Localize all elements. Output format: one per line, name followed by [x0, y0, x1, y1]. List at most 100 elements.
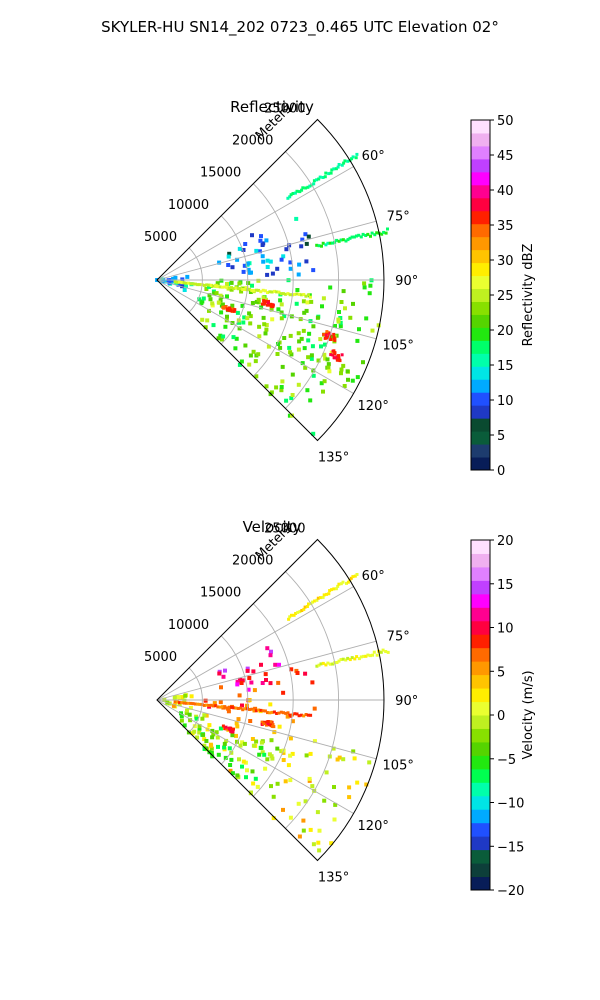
echo-cell — [224, 305, 228, 309]
echo-cell — [265, 646, 270, 651]
echo-cell — [290, 751, 295, 756]
echo-cell — [287, 345, 292, 350]
echo-cell — [266, 344, 271, 349]
radar-echo-field — [155, 152, 389, 436]
azimuth-gridline — [156, 699, 354, 814]
echo-cell — [288, 615, 292, 619]
echo-cell — [266, 711, 269, 715]
echo-cell — [318, 175, 322, 179]
echo-cell — [286, 292, 290, 296]
echo-cell — [288, 713, 292, 717]
echo-cell — [252, 709, 256, 713]
echo-cell — [295, 189, 299, 193]
echo-cell — [204, 739, 209, 743]
echo-cell — [240, 703, 244, 708]
azimuth-tick-label: 90° — [395, 274, 418, 289]
velocity-title: Velocity — [243, 518, 302, 536]
echo-cell — [375, 653, 379, 657]
echo-cell — [333, 356, 337, 360]
echo-cell — [202, 703, 206, 707]
echo-cell — [237, 326, 242, 331]
colorbar-swatch — [471, 540, 490, 554]
azimuth-tick-label: 60° — [362, 149, 385, 164]
echo-cell — [218, 705, 222, 709]
echo-cell — [220, 285, 224, 289]
echo-cell — [331, 746, 336, 751]
echo-cell — [373, 233, 377, 237]
echo-cell — [234, 721, 239, 726]
echo-cell — [355, 573, 359, 576]
echo-cell — [346, 656, 350, 660]
echo-cell — [263, 766, 268, 771]
echo-cell — [288, 266, 293, 271]
echo-cell — [219, 685, 223, 690]
colorbar-swatch — [471, 418, 490, 432]
radial-tick-label: 25000 — [264, 522, 305, 537]
echo-cell — [297, 262, 302, 267]
echo-cell — [350, 378, 355, 383]
echo-cell — [295, 712, 299, 716]
colorbar-tick-label: 25 — [497, 289, 514, 304]
echo-cell — [180, 280, 184, 284]
echo-cell — [232, 287, 236, 291]
colorbar: 0 5 10 15 20 25 30 35 40 45 50 Reflectivity dBZ — [470, 114, 536, 479]
echo-cell — [249, 790, 253, 795]
echo-cell — [261, 288, 265, 292]
echo-cell — [371, 653, 375, 657]
echo-cell — [233, 346, 238, 351]
colorbar-swatch — [471, 607, 490, 622]
echo-cell — [247, 362, 252, 367]
echo-cell — [331, 353, 335, 357]
colorbar-swatch — [471, 366, 490, 380]
echo-cell — [304, 259, 309, 264]
echo-cell — [247, 311, 252, 316]
echo-cell — [183, 693, 188, 698]
echo-cell — [222, 745, 227, 750]
echo-cell — [315, 664, 319, 668]
echo-cell — [241, 288, 245, 291]
echo-cell — [320, 244, 323, 248]
reflectivity-panel: Reflectivity 5000 10000 15000 20000 25000 60°… — [144, 98, 536, 479]
echo-cell — [229, 730, 233, 734]
echo-cell — [296, 610, 300, 614]
echo-cell — [271, 816, 276, 821]
echo-cell — [222, 741, 227, 746]
echo-cell — [206, 284, 211, 289]
echo-cell — [309, 353, 314, 358]
echo-cell — [367, 760, 372, 765]
echo-cell — [180, 701, 184, 705]
echo-cell — [241, 320, 246, 325]
colorbar-swatch — [471, 275, 490, 290]
echo-cell — [281, 292, 285, 296]
colorbar-swatch — [471, 158, 490, 173]
echo-cell — [243, 242, 248, 246]
echo-cell — [298, 317, 303, 322]
echo-cell — [290, 393, 295, 397]
echo-cell — [290, 719, 295, 724]
echo-cell — [234, 733, 238, 738]
echo-cell — [298, 190, 302, 194]
echo-cell — [226, 709, 231, 714]
colorbar-tick-label: 20 — [497, 324, 514, 339]
echo-cell — [239, 287, 243, 290]
echo-cell — [260, 302, 264, 306]
echo-cell — [278, 345, 283, 350]
echo-cell — [239, 706, 243, 710]
echo-cell — [240, 764, 244, 769]
echo-cell — [290, 613, 293, 617]
echo-cell — [359, 235, 363, 239]
echo-cell — [185, 274, 190, 279]
echo-cell — [339, 582, 343, 586]
echo-cell — [261, 315, 266, 320]
echo-cell — [234, 286, 238, 290]
echo-cell — [227, 746, 232, 751]
azimuth-tick-label: 105° — [383, 339, 414, 354]
echo-cell — [263, 709, 267, 713]
colorbar-swatch — [471, 184, 490, 199]
echo-cell — [209, 750, 214, 755]
echo-cell — [230, 265, 235, 270]
echo-cell — [255, 784, 260, 789]
echo-cell — [235, 724, 240, 729]
echo-cell — [210, 301, 215, 306]
